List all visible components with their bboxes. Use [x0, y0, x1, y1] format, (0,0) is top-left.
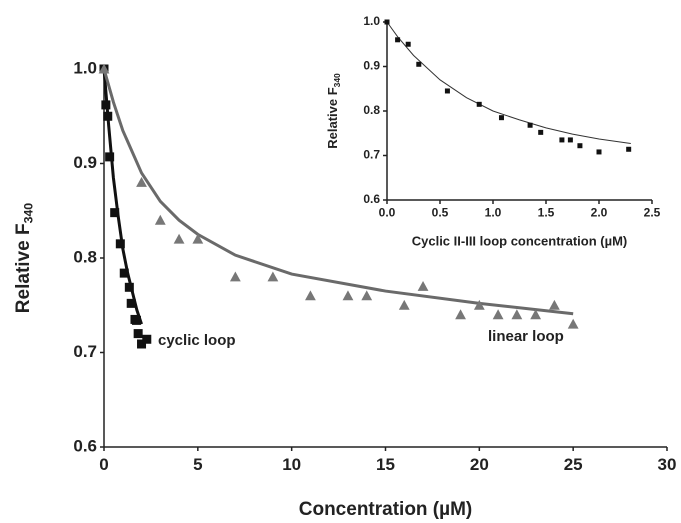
point: [173, 233, 185, 244]
y-axis-label-main: Relative F: [13, 223, 34, 313]
fit-curve: [386, 21, 631, 144]
point: [559, 137, 565, 143]
x-tick-label: 20: [470, 455, 489, 474]
point: [444, 88, 450, 94]
point: [110, 208, 120, 218]
x-tick-label: 2.5: [644, 205, 661, 219]
point: [98, 63, 110, 74]
point: [567, 318, 579, 329]
point: [137, 339, 147, 349]
point: [124, 282, 134, 292]
y-tick-label: 0.8: [73, 247, 97, 266]
point: [229, 271, 241, 282]
point: [549, 299, 560, 310]
x-tick-label: 0: [99, 455, 108, 474]
x-tick-label: 1.5: [538, 205, 555, 219]
x-axis-label: Concentration (µM): [299, 499, 473, 520]
point: [154, 214, 166, 225]
point: [395, 37, 401, 43]
y-tick-label: 0.6: [363, 192, 380, 206]
point: [101, 100, 111, 110]
point: [416, 61, 422, 67]
x-tick-label: 1.0: [485, 205, 502, 219]
point: [105, 152, 115, 162]
x-tick-label: 0.5: [432, 205, 449, 219]
point: [133, 329, 143, 339]
point: [115, 239, 125, 249]
y-tick-label: 0.9: [73, 153, 97, 172]
point: [192, 233, 204, 244]
point: [530, 309, 542, 320]
point: [511, 309, 523, 320]
point: [577, 143, 583, 149]
x-tick-label: 10: [282, 455, 301, 474]
point: [596, 149, 602, 155]
x-tick-label: 15: [376, 455, 395, 474]
point: [492, 309, 504, 320]
point: [305, 290, 316, 301]
point: [136, 177, 147, 187]
x-tick-label: 5: [193, 455, 202, 474]
point: [126, 298, 136, 308]
point: [142, 334, 152, 344]
y-tick-label: 0.8: [363, 103, 380, 117]
y-axis-label-main: Relative F: [325, 87, 340, 148]
point: [527, 122, 533, 128]
point: [342, 290, 354, 301]
point: [476, 101, 482, 107]
chart: 0.0 0.5 1.0 1.5 2.0 2.5 0.6 0.7 0.8 0.9 1.0 Cyclic …: [325, 14, 660, 248]
point: [455, 309, 466, 320]
point: [538, 129, 544, 135]
point: [103, 111, 113, 121]
point: [361, 290, 373, 301]
y-tick-label: 0.7: [363, 148, 380, 162]
point: [384, 19, 390, 25]
y-tick-label: 1.0: [363, 14, 380, 28]
point: [119, 268, 129, 278]
point: [131, 315, 141, 325]
fit-curve: [102, 68, 574, 316]
x-tick-label: 2.0: [591, 205, 608, 219]
y-tick-label: 1.0: [73, 58, 97, 77]
point: [267, 271, 279, 282]
x-tick-label: 30: [658, 455, 677, 474]
point: [473, 299, 485, 310]
point: [567, 137, 573, 143]
x-axis-label: Cyclic II-III loop concentration (µM): [412, 233, 628, 248]
y-axis-label-sub: 340: [332, 73, 342, 87]
y-axis-label-sub: 340: [22, 203, 36, 224]
series-label: cyclic loop: [158, 332, 236, 349]
y-tick-label: 0.9: [363, 59, 380, 73]
y-tick-label: 0.7: [73, 342, 97, 361]
chart: 0 5 10 15 20 25 30 0.6 0.7 0.8 0.9 1.0 Concentration…: [13, 58, 676, 520]
series-label: linear loop: [488, 328, 564, 345]
y-axis-label: Relative F340: [13, 203, 36, 313]
y-tick-label: 0.6: [73, 436, 97, 455]
point: [405, 41, 411, 47]
x-tick-label: 0.0: [379, 205, 396, 219]
point: [498, 115, 504, 121]
point: [417, 280, 429, 291]
point: [626, 146, 632, 152]
point: [398, 299, 410, 310]
x-tick-label: 25: [564, 455, 583, 474]
y-axis-label: Relative F340: [325, 73, 342, 149]
